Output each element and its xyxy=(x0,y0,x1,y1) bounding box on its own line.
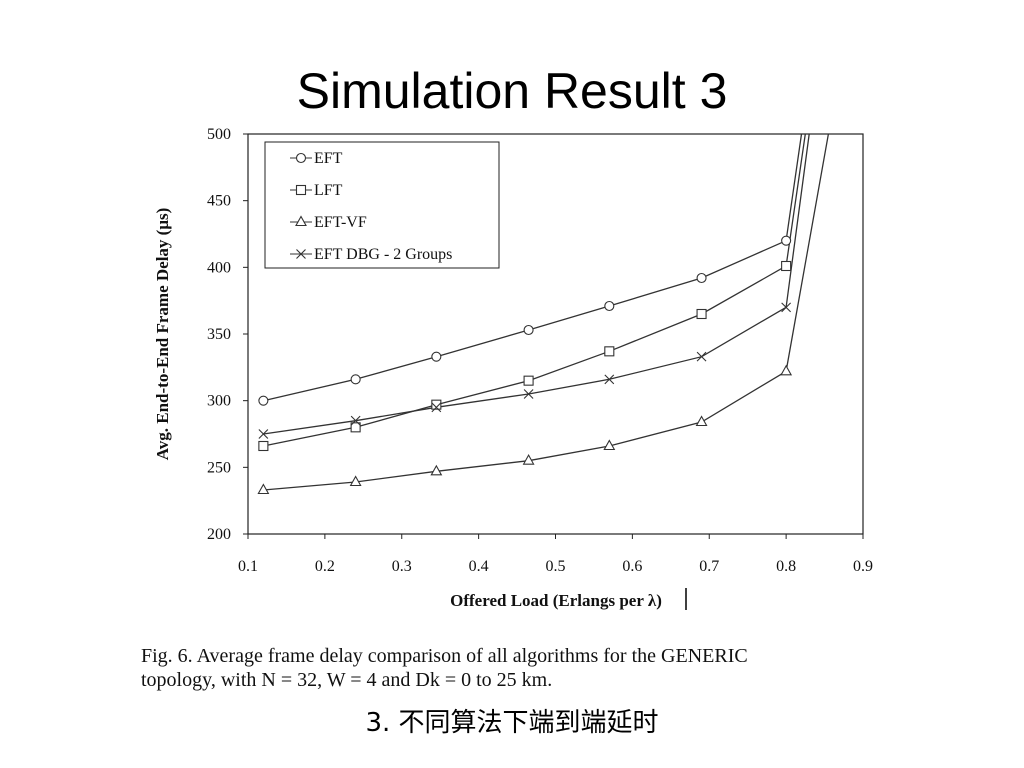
data-point xyxy=(431,351,442,362)
y-tick-label: 350 xyxy=(207,326,231,343)
series-line-3 xyxy=(263,134,830,491)
data-point xyxy=(603,439,616,451)
data-point xyxy=(604,346,615,357)
series-line-1 xyxy=(263,134,803,402)
x-tick-label: 0.3 xyxy=(392,558,412,575)
data-point xyxy=(522,454,535,465)
y-tick-label: 500 xyxy=(207,126,231,143)
legend-marker xyxy=(295,215,307,227)
data-point xyxy=(350,415,361,426)
data-point xyxy=(258,429,269,439)
data-point xyxy=(257,483,270,495)
slide-subtitle: 3. 不同算法下端到端延时 xyxy=(365,708,659,738)
legend-marker xyxy=(295,152,307,164)
caption-line-1: Fig. 6. Average frame delay comparison o… xyxy=(141,645,748,667)
y-axis-label: Avg. End-to-End Frame Delay (μs) xyxy=(153,208,172,461)
x-axis-label: Offered Load (Erlangs per λ) xyxy=(450,591,662,610)
x-tick-label: 0.7 xyxy=(699,558,719,575)
data-point xyxy=(781,260,792,272)
data-point xyxy=(431,399,442,410)
series-line-2 xyxy=(263,134,806,447)
legend-label: EFT xyxy=(314,150,343,167)
data-point xyxy=(695,415,708,427)
chart-legend: EFT LFT EFT-VF EFT DBG - 2 Groups xyxy=(264,141,500,269)
legend-marker xyxy=(295,184,307,196)
slide-title: Simulation Result 3 xyxy=(296,63,728,119)
x-tick-label: 0.2 xyxy=(315,558,335,575)
legend-marker xyxy=(296,249,306,259)
data-point xyxy=(780,364,793,376)
x-tick-label: 0.4 xyxy=(469,558,489,575)
data-point xyxy=(523,389,534,399)
data-point xyxy=(781,302,792,313)
legend-label: EFT-VF xyxy=(314,214,367,231)
series-line-4 xyxy=(263,134,810,435)
y-tick-label: 250 xyxy=(207,459,231,476)
legend-label: LFT xyxy=(314,182,343,199)
data-point xyxy=(523,324,534,336)
x-tick-label: 0.8 xyxy=(776,558,796,575)
x-tick-label: 0.9 xyxy=(853,558,873,575)
x-tick-label: 0.6 xyxy=(622,558,642,575)
legend-label: EFT DBG - 2 Groups xyxy=(314,246,452,263)
delay-chart: 0.1 0.2 0.3 0.4 0.5 0.6 0.7 0.8 0.9 200 250 300 350 4… xyxy=(153,126,873,610)
data-point xyxy=(604,300,615,312)
data-point xyxy=(696,308,707,320)
data-point xyxy=(350,422,361,433)
data-point xyxy=(523,375,534,386)
data-point xyxy=(258,395,269,406)
y-tick-label: 450 xyxy=(207,193,231,210)
data-point xyxy=(350,374,361,385)
data-point xyxy=(258,440,269,452)
figure-caption: Fig. 6. Average frame delay comparison o… xyxy=(141,644,901,692)
x-tick-label: 0.5 xyxy=(546,558,566,575)
y-tick-label: 300 xyxy=(207,393,231,410)
data-point xyxy=(604,374,615,385)
data-point xyxy=(781,235,792,246)
y-tick-label: 200 xyxy=(207,526,231,543)
data-point xyxy=(430,464,443,476)
data-point xyxy=(349,475,362,487)
y-tick-label: 400 xyxy=(207,259,231,276)
data-point xyxy=(696,272,707,284)
data-point xyxy=(696,351,707,362)
x-tick-label: 0.1 xyxy=(238,558,258,575)
legend-box xyxy=(264,141,500,269)
data-point xyxy=(431,402,442,413)
caption-line-2: topology, with N = 32, W = 4 and Dk = 0 … xyxy=(141,669,553,691)
